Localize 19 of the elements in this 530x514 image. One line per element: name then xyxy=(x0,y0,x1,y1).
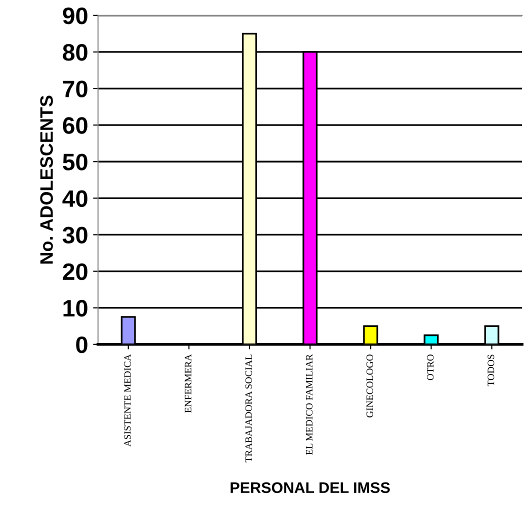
y-tick-label: 60 xyxy=(62,117,88,134)
y-tick-label: 0 xyxy=(76,336,88,354)
x-tick-label: TODOS xyxy=(488,354,494,386)
x-tick-label: ENFERMERA xyxy=(184,354,192,413)
y-tick-label: 10 xyxy=(64,300,88,317)
x-tick-label: EL MEDICO FAMILIAR xyxy=(306,354,312,455)
y-tick-label: 80 xyxy=(62,44,88,61)
x-tick-label: TRABAJADORA SOCIAL xyxy=(245,354,252,462)
y-tick-label: 40 xyxy=(62,190,88,207)
y-tick-label: 70 xyxy=(63,80,88,98)
y-tick-label: 30 xyxy=(62,226,88,244)
x-tick-label: ASISTENTE MEDICA xyxy=(124,354,131,447)
y-tick-label: 50 xyxy=(62,154,88,170)
x-axis-title: PERSONAL DEL IMSS xyxy=(230,482,390,494)
y-axis-title: No. ADOLESCENTS xyxy=(40,96,53,264)
x-tick-label: GINECOLOGO xyxy=(366,354,374,418)
y-tick-label: 20 xyxy=(62,263,88,280)
x-tick-label: OTRO xyxy=(427,354,434,380)
y-tick-label: 90 xyxy=(62,7,88,24)
